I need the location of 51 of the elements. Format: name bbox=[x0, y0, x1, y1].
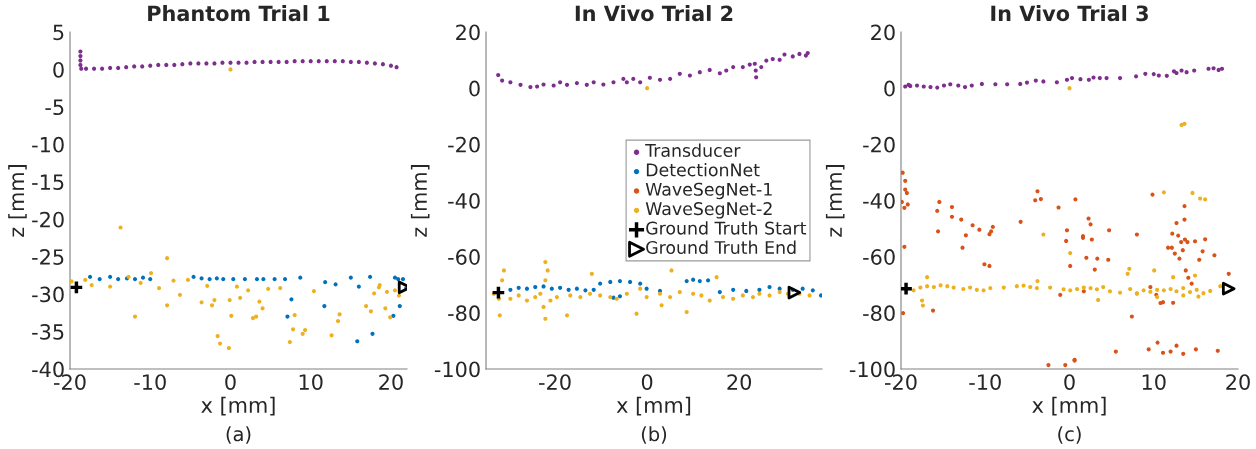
y-tick-label: -40 bbox=[863, 192, 895, 209]
y-tick-label: -20 bbox=[863, 136, 895, 153]
x-tick-label: -10 bbox=[134, 374, 166, 390]
y-tick-label: 20 bbox=[871, 24, 895, 41]
x-tick-label: 0 bbox=[1064, 374, 1075, 390]
x-tick-label: 20 bbox=[1226, 374, 1250, 390]
x-axis-title: x [mm] bbox=[616, 396, 691, 416]
y-tick-label: 0 bbox=[53, 61, 64, 78]
x-tick-label: 10 bbox=[299, 374, 323, 390]
x-tick-label: 10 bbox=[1142, 374, 1166, 390]
x-axis-title: x [mm] bbox=[1032, 396, 1106, 416]
y-tick-label: 0 bbox=[469, 80, 480, 97]
chart-title: In Vivo Trial 3 bbox=[991, 5, 1148, 22]
y-axis-title: z [mm] bbox=[8, 165, 27, 237]
y-tick-label: -60 bbox=[448, 249, 480, 265]
y-tick-label: -35 bbox=[32, 324, 64, 340]
y-tick-label: -10 bbox=[32, 136, 64, 153]
y-tick-label: -20 bbox=[32, 211, 64, 228]
x-tick-label: -20 bbox=[539, 374, 571, 390]
x-tick-label: 0 bbox=[225, 374, 236, 390]
y-tick-label: -30 bbox=[32, 286, 64, 303]
chart-title: In Vivo Trial 2 bbox=[575, 5, 733, 22]
text: (b) bbox=[641, 426, 667, 444]
y-axis-title: z [mm] bbox=[825, 165, 845, 237]
legend-label: Ground Truth End bbox=[646, 240, 796, 255]
y-tick-label: -15 bbox=[32, 174, 64, 190]
legend-label: DetectionNet bbox=[646, 162, 760, 177]
y-tick-label: 0 bbox=[884, 80, 895, 97]
y-tick-label: 20 bbox=[456, 24, 480, 41]
y-axis-title: z [mm] bbox=[410, 165, 430, 237]
legend-label: Ground Truth Start bbox=[646, 221, 807, 235]
x-tick-label: -10 bbox=[969, 374, 1001, 390]
legend-label: WaveSegNet-1 bbox=[645, 182, 772, 200]
text: (a) bbox=[226, 426, 251, 444]
x-tick-label: 20 bbox=[379, 374, 403, 390]
y-tick-label: -60 bbox=[863, 249, 895, 265]
x-tick-label: 20 bbox=[727, 374, 752, 390]
y-tick-label: -40 bbox=[448, 192, 480, 209]
x-axis-title: x [mm] bbox=[201, 396, 275, 416]
y-tick-label: -25 bbox=[32, 249, 64, 265]
y-tick-label: 5 bbox=[53, 24, 64, 41]
y-tick-label: -20 bbox=[448, 136, 480, 153]
y-tick-label: -80 bbox=[863, 305, 895, 322]
text: (c) bbox=[1058, 426, 1081, 444]
chart-title: Phantom Trial 1 bbox=[148, 5, 330, 22]
x-tick-label: 0 bbox=[641, 374, 653, 390]
y-tick-label: -80 bbox=[448, 305, 480, 322]
y-tick-label: -5 bbox=[45, 99, 64, 116]
y-tick-label: -100 bbox=[434, 361, 480, 378]
legend-label: Transducer bbox=[645, 143, 741, 158]
legend-label: WaveSegNet-2 bbox=[645, 202, 772, 219]
